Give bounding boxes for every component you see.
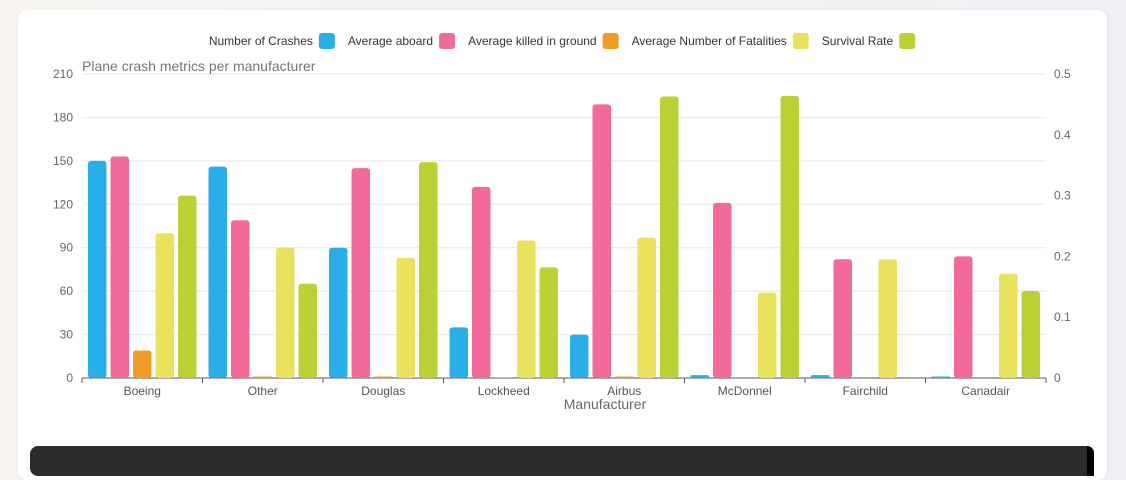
bar-average-killed-in-ground [133, 350, 152, 378]
bar-survival-rate [660, 96, 679, 378]
bar-average-aboard [231, 220, 250, 378]
bar-average-aboard [713, 202, 732, 378]
bar-number-of-crashes [811, 375, 830, 378]
y-tick-label: 210 [53, 67, 73, 81]
y2-tick-label: 0.2 [1054, 249, 1071, 263]
x-axis-label: Manufacturer [564, 396, 647, 412]
legend-label: Average killed in ground [468, 34, 597, 48]
bar-number-of-crashes [449, 327, 468, 378]
legend-label: Number of Crashes [209, 34, 313, 48]
x-tick-label: Fairchild [843, 384, 888, 398]
bar-survival-rate [298, 283, 317, 378]
bottom-panel [30, 446, 1094, 476]
bar-survival-rate [780, 95, 799, 378]
y-tick-label: 120 [53, 197, 73, 211]
bar-survival-rate [178, 195, 197, 378]
x-tick-label: Other [248, 384, 278, 398]
bar-average-aboard [110, 156, 129, 378]
legend-swatch [318, 33, 335, 49]
legend-label: Survival Rate [822, 34, 894, 48]
y-tick-label: 60 [60, 284, 74, 298]
bar-number-of-crashes [88, 160, 107, 378]
y-tick-label: 30 [60, 328, 74, 342]
bar-number-of-crashes [570, 334, 589, 378]
bar-average-number-of-fatalities [155, 233, 174, 378]
y2-tick-label: 0.1 [1054, 310, 1071, 324]
y-tick-label: 150 [53, 154, 73, 168]
bar-average-number-of-fatalities [517, 240, 536, 378]
bar-average-number-of-fatalities [396, 257, 415, 378]
bar-number-of-crashes [329, 247, 348, 378]
bar-average-number-of-fatalities [999, 273, 1018, 378]
legend-swatch [439, 33, 456, 49]
y2-tick-label: 0.5 [1054, 67, 1071, 81]
y-tick-label: 180 [53, 110, 73, 124]
bar-average-aboard [351, 168, 370, 378]
bar-average-killed-in-ground [253, 376, 272, 378]
bar-average-killed-in-ground [494, 377, 513, 378]
legend-swatch [602, 33, 619, 49]
bar-average-aboard [592, 104, 611, 379]
y2-tick-label: 0.4 [1054, 128, 1071, 142]
y-tick-label: 0 [66, 371, 73, 385]
x-tick-label: McDonnel [718, 384, 772, 398]
bar-average-number-of-fatalities [878, 259, 897, 378]
chart-card: 0 30 60 90 120 150 180 210 0 0.1 0.2 0.3 0.4 0.5 Boein… [18, 10, 1107, 480]
bar-number-of-crashes [931, 376, 950, 378]
y2-tick-label: 0 [1054, 371, 1061, 385]
bar-average-number-of-fatalities [758, 292, 777, 378]
x-tick-label: Airbus [607, 384, 641, 398]
bar-average-number-of-fatalities [637, 237, 656, 378]
x-tick-label: Boeing [124, 384, 161, 398]
x-tick-label: Lockheed [478, 384, 530, 398]
bar-average-aboard [472, 186, 491, 378]
bar-survival-rate [1021, 291, 1040, 378]
bar-average-aboard [954, 256, 973, 378]
x-tick-label: Canadair [961, 384, 1010, 398]
legend-swatch [792, 33, 809, 49]
crash-metrics-chart: 0 30 60 90 120 150 180 210 0 0.1 0.2 0.3 0.4 0.5 Boein… [53, 33, 1071, 412]
legend-label: Average Number of Fatalities [632, 34, 787, 48]
bar-survival-rate [419, 162, 438, 378]
bar-number-of-crashes [690, 375, 709, 378]
x-tick-label: Douglas [361, 384, 405, 398]
bar-survival-rate [539, 267, 558, 378]
bar-number-of-crashes [208, 166, 227, 378]
bar-average-killed-in-ground [374, 376, 393, 378]
chart-title: Plane crash metrics per manufacturer [82, 58, 316, 74]
legend-swatch [899, 33, 916, 49]
y2-tick-label: 0.3 [1054, 189, 1071, 203]
bar-average-killed-in-ground [615, 376, 634, 378]
legend-label: Average aboard [348, 34, 433, 48]
panel-edge [1087, 446, 1094, 476]
bar-average-number-of-fatalities [276, 247, 295, 378]
y-tick-label: 90 [60, 241, 74, 255]
bar-average-aboard [833, 259, 852, 378]
